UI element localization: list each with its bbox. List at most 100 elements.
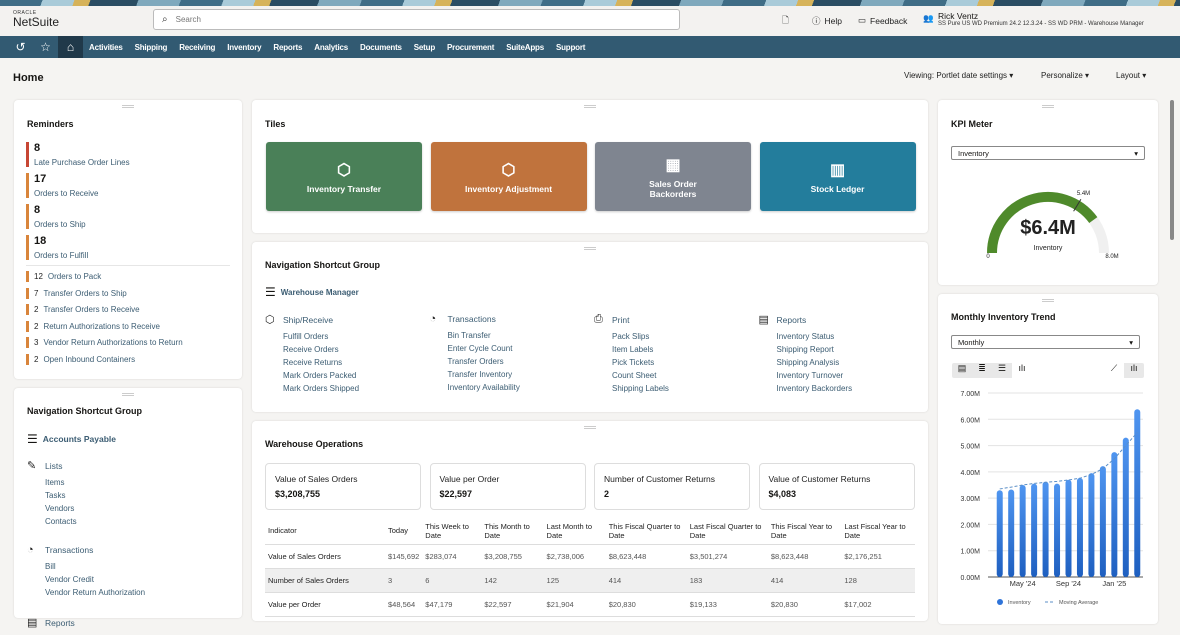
feedback-link[interactable]: ▭ Feedback (858, 15, 907, 26)
shortcut-link[interactable]: Bill (45, 562, 56, 571)
nav-item-procurement[interactable]: Procurement (447, 42, 495, 52)
section-header[interactable]: ⎙ Print (594, 313, 669, 326)
drag-handle[interactable] (584, 247, 596, 250)
bar-horizontal-icon[interactable]: ☰ (997, 363, 1007, 373)
shortcut-link[interactable]: Item Labels (612, 345, 654, 354)
bar-chart-icon[interactable]: ılı (1012, 363, 1032, 378)
shortcut-link[interactable]: Vendors (45, 504, 75, 513)
reminder-item[interactable]: 3 Vendor Return Authorizations to Return (26, 337, 183, 349)
bar-Jul '24[interactable] (1042, 481, 1049, 577)
kpi-card[interactable]: Number of Customer Returns 2 (594, 463, 750, 510)
drag-handle[interactable] (122, 393, 134, 396)
section-header[interactable]: ⬡ Ship/Receive (265, 313, 359, 326)
period-select[interactable]: Monthly ▾ (951, 335, 1140, 349)
nav-item-reports[interactable]: Reports (273, 42, 303, 52)
shortcut-link[interactable]: Pack Slips (612, 332, 650, 341)
search-input[interactable]: ⌕ Search (153, 9, 680, 30)
tile-inventory-adjustment[interactable]: ⬡ Inventory Adjustment (430, 142, 587, 211)
bar-Apr '24[interactable] (1008, 489, 1015, 577)
reminder-item[interactable]: 18 Orders to Fulfill (26, 235, 226, 260)
nav-item-setup[interactable]: Setup (413, 42, 436, 52)
bar-Dec '24[interactable] (1099, 466, 1106, 577)
bar-May '24[interactable] (1019, 485, 1026, 577)
line-chart-icon[interactable]: ⟋ (1104, 363, 1124, 378)
drag-handle[interactable] (584, 105, 596, 108)
section-header[interactable]: ✎ Lists (27, 459, 77, 472)
combo-chart-icon[interactable]: ılı (1130, 363, 1138, 373)
section-header[interactable]: ▤ Reports (759, 313, 853, 326)
shortcut-link[interactable]: Enter Cycle Count (447, 344, 513, 353)
kpi-card[interactable]: Value of Sales Orders $3,208,755 (265, 463, 421, 510)
user-name[interactable]: Rick Ventz (938, 11, 979, 21)
nav-item-shipping[interactable]: Shipping (134, 42, 168, 52)
tile-stock-ledger[interactable]: ▥ Stock Ledger (759, 142, 916, 211)
shortcut-link[interactable]: Inventory Backorders (776, 384, 853, 393)
recent-icon[interactable]: ↺ (15, 40, 26, 54)
shortcut-link[interactable]: Receive Returns (283, 358, 343, 367)
shortcut-link[interactable]: Shipping Labels (612, 384, 669, 393)
nav-item-activities[interactable]: Activities (89, 42, 123, 52)
bar-Jan '25[interactable] (1111, 452, 1118, 577)
reminder-item[interactable]: 17 Orders to Receive (26, 173, 226, 198)
nav-item-suiteapps[interactable]: SuiteApps (506, 42, 544, 52)
section-header[interactable]: ▤ Reports (27, 616, 75, 629)
nav-item-documents[interactable]: Documents (360, 42, 402, 52)
kpi-card[interactable]: Value per Order $22,597 (429, 463, 586, 510)
nav-item-inventory[interactable]: Inventory (227, 42, 262, 52)
scrollbar[interactable] (1170, 100, 1174, 240)
group-header[interactable]: ☰ Warehouse Manager (265, 285, 359, 299)
reminder-item[interactable]: 7 Transfer Orders to Ship (26, 287, 127, 299)
section-header[interactable]: ◔ Transactions (27, 544, 145, 556)
shortcut-link[interactable]: Fulfill Orders (283, 332, 329, 341)
shortcut-link[interactable]: Shipping Analysis (776, 358, 840, 367)
shortcut-link[interactable]: Items (45, 478, 65, 487)
home-icon[interactable]: ⌂ (58, 36, 83, 58)
reminder-item[interactable]: 2 Transfer Orders to Receive (26, 304, 140, 316)
shortcut-link[interactable]: Contacts (45, 517, 77, 526)
group-header[interactable]: ☰ Accounts Payable (27, 432, 116, 446)
shortcut-link[interactable]: Inventory Status (776, 332, 835, 341)
shortcut-link[interactable]: Mark Orders Shipped (283, 384, 360, 393)
tile-inventory-transfer[interactable]: ⬡ Inventory Transfer (266, 142, 422, 211)
shortcut-link[interactable]: Inventory Turnover (776, 371, 844, 380)
legend-moving-average[interactable]: Moving Average (1059, 600, 1098, 606)
drag-handle[interactable] (1042, 299, 1054, 302)
reminder-item[interactable]: 12 Orders to Pack (26, 271, 101, 282)
logo-netsuite[interactable]: NetSuite (13, 15, 60, 29)
bar-Oct '24[interactable] (1076, 477, 1083, 577)
user-icon[interactable]: 👥 (923, 13, 934, 23)
help-link[interactable]: ⓘ Help (812, 15, 842, 27)
drag-handle[interactable] (584, 426, 596, 429)
bar-Feb '25[interactable] (1122, 437, 1129, 577)
shortcut-link[interactable]: Pick Tickets (612, 358, 655, 367)
stacked-line-icon[interactable]: ≣ (978, 363, 986, 373)
shortcut-link[interactable]: Shipping Report (776, 345, 834, 354)
bar-Mar '24[interactable] (996, 490, 1003, 577)
layout-dropdown[interactable]: Layout ▾ (1116, 71, 1147, 80)
shortcut-link[interactable]: Vendor Return Authorization (45, 588, 146, 597)
bar-Aug '24[interactable] (1054, 483, 1061, 577)
shortcut-link[interactable]: Transfer Inventory (447, 370, 513, 379)
table-view-icon[interactable]: ▤ (957, 363, 967, 373)
section-header[interactable]: ◔ Transactions (430, 313, 520, 325)
nav-item-analytics[interactable]: Analytics (314, 42, 349, 52)
shortcut-link[interactable]: Mark Orders Packed (283, 371, 357, 380)
reminder-item[interactable]: 2 Return Authorizations to Receive (26, 320, 160, 332)
star-icon[interactable]: ☆ (40, 40, 51, 54)
shortcut-link[interactable]: Transfer Orders (447, 357, 504, 366)
kpi-select[interactable]: Inventory ▾ (951, 146, 1145, 160)
shortcut-link[interactable]: Count Sheet (612, 371, 657, 380)
drag-handle[interactable] (122, 105, 134, 108)
reminder-item[interactable]: 8 Late Purchase Order Lines (26, 142, 226, 167)
shortcut-link[interactable]: Bin Transfer (447, 331, 491, 340)
reminder-item[interactable]: 8 Orders to Ship (26, 204, 226, 229)
nav-item-receiving[interactable]: Receiving (179, 42, 216, 52)
viewing-dropdown[interactable]: Viewing: Portlet date settings ▾ (904, 71, 1014, 80)
shortcut-link[interactable]: Receive Orders (283, 345, 339, 354)
legend-inventory[interactable]: Inventory (1008, 600, 1031, 606)
drag-handle[interactable] (1042, 105, 1054, 108)
bar-Sep '24[interactable] (1065, 479, 1072, 577)
kpi-card[interactable]: Value of Customer Returns $4,083 (758, 463, 915, 510)
nav-item-support[interactable]: Support (555, 42, 586, 52)
tile-sales-order-backorders[interactable]: ▦ Sales Order Backorders (595, 142, 751, 211)
